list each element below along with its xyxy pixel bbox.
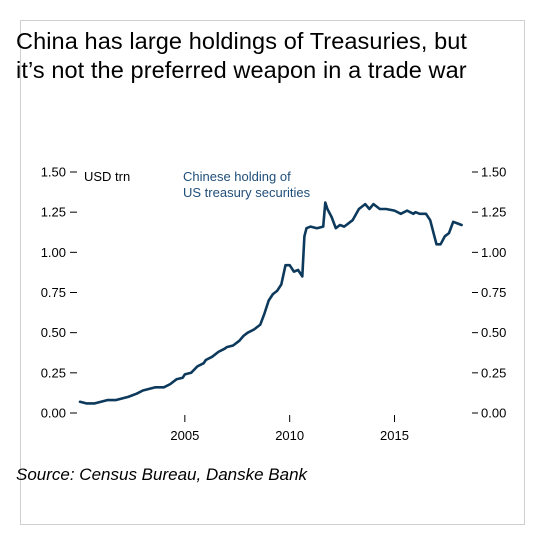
x-tick-label: 2015 <box>380 428 409 443</box>
y-tick-label-left: 1.25 <box>41 205 66 220</box>
annotation-line-1: Chinese holding of <box>183 169 291 184</box>
x-tick-label: 2010 <box>275 428 304 443</box>
y-tick-label-right: 1.50 <box>481 165 506 180</box>
y-axis-left: 0.00 0.25 0.50 0.75 1.00 1.25 1.50 <box>41 165 77 421</box>
annotation-line-2: US treasury securities <box>183 185 311 200</box>
chart-title: China has large holdings of Treasuries, … <box>16 28 468 83</box>
y-tick-label-left: 0.50 <box>41 325 66 340</box>
unit-label: USD trn <box>84 169 130 184</box>
y-tick-label-left: 0.00 <box>41 406 66 421</box>
x-tick-label: 2005 <box>170 428 199 443</box>
series-line-china-treasury-holdings <box>78 201 463 405</box>
source-note: Source: Census Bureau, Danske Bank <box>16 465 308 484</box>
y-axis-right: 0.00 0.25 0.50 0.75 1.00 1.25 1.50 <box>472 165 506 421</box>
y-tick-label-right: 1.25 <box>481 205 506 220</box>
y-tick-label-right: 0.50 <box>481 325 506 340</box>
y-tick-label-left: 0.75 <box>41 285 66 300</box>
y-tick-label-left: 1.50 <box>41 165 66 180</box>
y-tick-label-right: 0.75 <box>481 285 506 300</box>
y-tick-label-left: 0.25 <box>41 365 66 380</box>
y-tick-label-left: 1.00 <box>41 245 66 260</box>
x-axis: 2005 2010 2015 <box>170 415 409 443</box>
y-tick-label-right: 0.25 <box>481 365 506 380</box>
y-tick-label-right: 0.00 <box>481 406 506 421</box>
y-tick-label-right: 1.00 <box>481 245 506 260</box>
chart-frame <box>20 20 525 525</box>
